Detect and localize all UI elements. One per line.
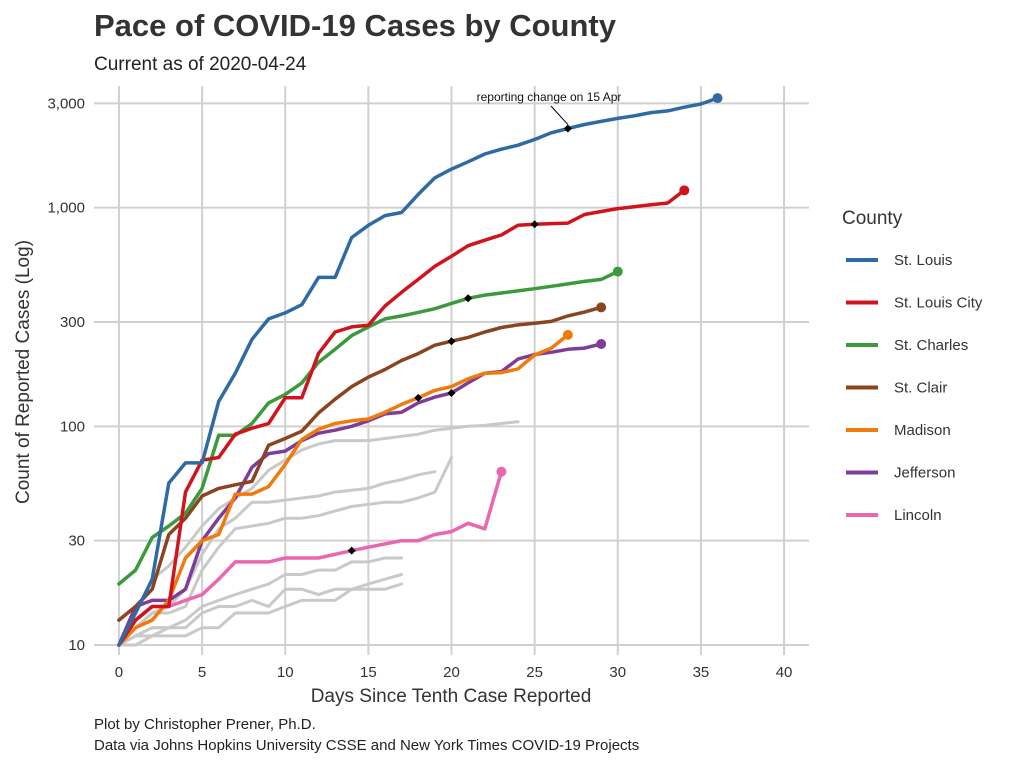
chart-subtitle: Current as of 2020-04-24 (94, 54, 307, 75)
x-tick-label: 5 (198, 664, 206, 681)
legend-title: County (842, 208, 903, 229)
legend-label-st-charles: St. Charles (894, 337, 968, 354)
series-end-point-jefferson (596, 338, 607, 349)
series-end-point-st-clair (596, 302, 607, 313)
series-line-jefferson (117, 342, 603, 647)
series-end-point-st-charles (612, 266, 623, 277)
y-tick-label: 30 (68, 533, 85, 550)
annotation-layer: reporting change on 15 Apr (347, 90, 622, 555)
reporting-change-marker (530, 220, 539, 229)
y-tick-label: 1,000 (47, 200, 85, 217)
legend-label-st-louis: St. Louis (894, 252, 952, 269)
axis-tick-labels: 0 5 10 15 20 25 30 35 40 10 30 100 300 1,000 3,000 (47, 95, 792, 681)
legend-label-st-clair: St. Clair (894, 380, 947, 397)
y-tick-label: 100 (60, 418, 85, 435)
reporting-change-marker (347, 546, 356, 555)
caption-author: Plot by Christopher Prener, Ph.D. (94, 716, 316, 733)
background-series-line (117, 582, 404, 647)
x-tick-label: 35 (693, 664, 710, 681)
legend-label-madison: Madison (894, 422, 951, 439)
background-series-line (117, 456, 453, 647)
annotation-leader-line (550, 105, 569, 125)
caption-source: Data via Johns Hopkins University CSSE a… (94, 737, 640, 754)
reporting-change-marker (414, 393, 423, 402)
series-line-st-louis-city (117, 188, 687, 647)
x-tick-label: 15 (360, 664, 377, 681)
y-tick-label: 10 (68, 637, 85, 654)
grid-lines (94, 86, 809, 655)
series-line-madison (117, 333, 570, 647)
series-end-point-st-louis (712, 93, 723, 104)
series-line-st-louis (117, 96, 720, 647)
x-axis-title: Days Since Tenth Case Reported (311, 686, 592, 707)
y-axis-title: Count of Reported Cases (Log) (13, 240, 34, 504)
reporting-change-marker (464, 294, 473, 303)
series-line-st-clair (117, 305, 603, 622)
x-tick-label: 20 (443, 664, 460, 681)
annotation-text: reporting change on 15 Apr (477, 90, 622, 104)
x-tick-label: 40 (776, 664, 793, 681)
x-tick-label: 0 (115, 664, 123, 681)
x-tick-label: 30 (609, 664, 626, 681)
caption: Plot by Christopher Prener, Ph.D. Data v… (94, 714, 639, 756)
background-county-lines (117, 420, 520, 647)
series-line-lincoln (117, 469, 504, 647)
highlighted-county-lines (117, 93, 723, 647)
legend: County St. Louis St. Louis City St. Charles… (842, 208, 983, 524)
legend-label-lincoln: Lincoln (894, 507, 942, 524)
series-end-point-st-louis-city (679, 185, 690, 196)
y-tick-label: 300 (60, 314, 85, 331)
background-series-line (117, 420, 520, 647)
series-end-point-madison (562, 329, 573, 340)
legend-label-st-louis-city: St. Louis City (894, 295, 983, 312)
reporting-change-marker (447, 389, 456, 398)
chart-title: Pace of COVID-19 Cases by County (94, 8, 616, 43)
y-tick-label: 3,000 (47, 95, 85, 112)
background-series-line (117, 626, 171, 647)
x-tick-label: 25 (526, 664, 543, 681)
reporting-change-marker (447, 337, 456, 346)
x-tick-label: 10 (277, 664, 294, 681)
reporting-change-marker (563, 124, 572, 133)
legend-label-jefferson: Jefferson (894, 465, 955, 482)
background-series-line (117, 470, 437, 647)
series-end-point-lincoln (496, 466, 507, 477)
